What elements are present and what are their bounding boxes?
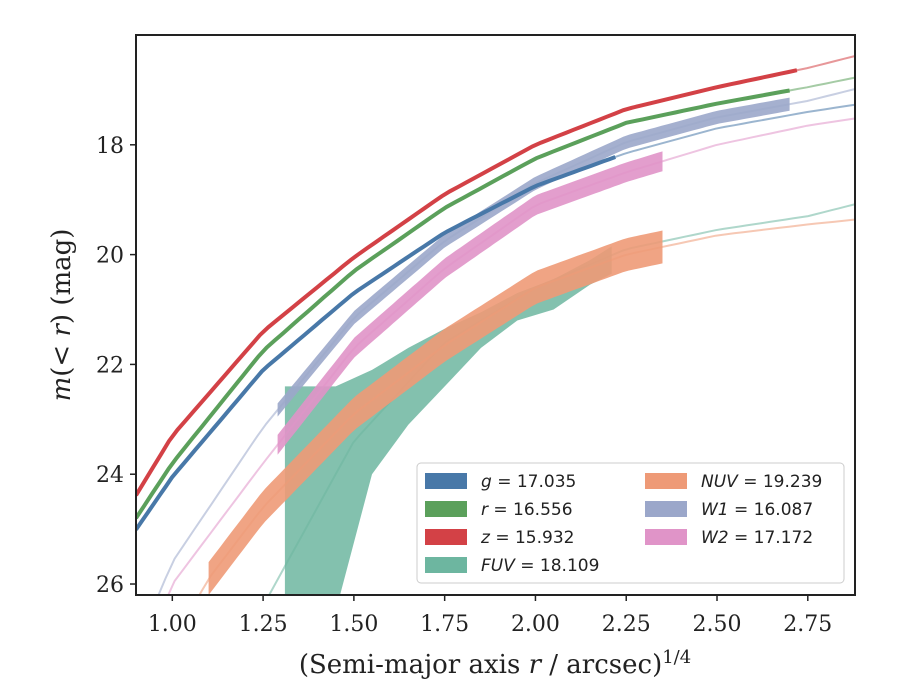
legend-swatch-r [425,501,467,517]
y-tick-label: 22 [96,353,124,378]
legend-swatch-W2 [645,529,687,545]
legend-label-NUV: NUV = 19.239 [701,472,822,492]
x-axis-title: (Semi-major axis r / arcsec)1/4 [299,647,691,680]
x-tick-label: 1.75 [420,612,469,637]
legend-swatch-W1 [645,501,687,517]
y-tick-label: 18 [96,134,124,159]
x-tick-label: 1.25 [239,612,288,637]
x-axis: 1.00 1.25 1.50 1.75 2.00 2.25 2.50 2.75 [148,595,832,637]
y-axis: 18 20 22 24 26 [96,134,136,598]
legend-label-W2: W2 = 17.172 [701,528,813,548]
x-tick-label: 2.75 [783,612,832,637]
x-tick-label: 1.50 [329,612,378,637]
legend-label-g: g = 17.035 [481,472,576,492]
series-NUV [198,218,855,595]
data-curve-z [136,68,798,497]
data-band-NUV [208,230,663,595]
series-layer [136,54,855,595]
plot-frame [135,34,856,596]
y-tick-label: 26 [96,573,124,598]
x-tick-label: 1.00 [148,612,197,637]
series-r [136,76,855,520]
y-axis-title: m(< r) (mag) [47,229,77,402]
legend-label-FUV: FUV = 18.109 [481,556,599,576]
legend-label-W1: W1 = 16.087 [701,500,813,520]
x-tick-label: 2.25 [602,612,651,637]
series-z [136,54,855,498]
y-tick-label: 24 [96,463,124,488]
legend-swatch-g [425,473,467,489]
legend: g = 17.035 r = 16.556 z = 15.932 FUV = 18.1… [416,462,845,584]
legend-swatch-NUV [645,473,687,489]
data-curve-r [136,88,790,520]
legend-swatch-z [425,529,467,545]
x-tick-label: 2.50 [693,612,742,637]
legend-label-z: z = 15.932 [480,528,574,548]
legend-label-r: r = 16.556 [481,500,573,520]
data-band-W2 [277,151,663,455]
y-tick-label: 20 [96,244,124,269]
data-curve-g [136,155,616,531]
series-g [136,103,855,532]
x-tick-label: 2.00 [511,612,560,637]
legend-swatch-FUV [425,557,467,573]
legend-box [416,462,845,584]
series-W2 [167,117,855,595]
